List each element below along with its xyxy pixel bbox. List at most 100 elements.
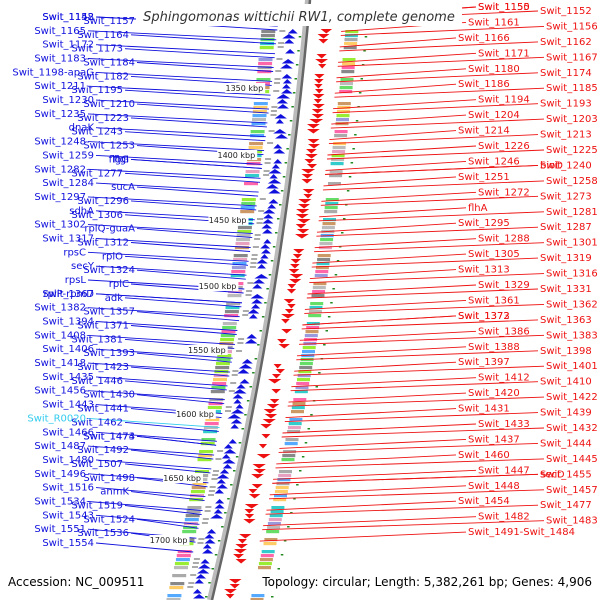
gene-label-rplp-rpmd: rplP-rpmD [43,289,94,300]
leader-line [95,348,233,359]
ring-tick-dot [286,148,289,150]
feature-band [297,378,310,382]
feature-band [315,266,329,270]
gene-label-swit-1456: Swit_1456 [34,386,86,397]
gene-label-swit-1473: Swit_1473 [83,431,135,442]
feature-band [344,34,358,38]
gene-label-swit-1185: Swit_1185 [546,83,598,94]
ring-tick-dot [279,204,282,206]
forward-gene [222,464,233,469]
feature-band [258,210,265,212]
ring-tick-dot [230,484,233,486]
leader-line [130,283,244,294]
feature-band [242,314,249,316]
feature-band [328,182,341,186]
gene-label-swit-1444: Swit_1444 [540,438,592,449]
gene-label-suca: sucA [111,182,135,193]
reverse-gene [301,169,316,174]
gene-label-swit-1388: Swit_1388 [468,342,520,353]
gene-label-swit-1240: Swit_1240 [540,160,592,171]
gene-label-swit-1302: Swit_1302 [34,220,86,231]
leader-line [130,242,251,252]
reverse-gene [295,214,309,219]
leader-line [290,381,539,392]
forward-gene [285,49,295,54]
reverse-gene [233,554,244,559]
feature-band [182,530,197,534]
feature-band [317,258,331,262]
feature-band [287,430,301,434]
gene-label-swit-1226: Swit_1226 [478,141,530,152]
ring-tick-dot [294,78,297,80]
leader-line [304,299,467,310]
gene-label-swit-1313: Swit_1313 [458,265,510,276]
gene-label-swit-1381: Swit_1381 [71,334,123,345]
feature-band [186,510,201,514]
leader-line [284,412,539,423]
gene-label-swit-1198-apag: Swit_1198-apaG [12,67,94,78]
reverse-gene [269,399,280,404]
gene-label-swit-1423: Swit_1423 [77,362,129,373]
forward-gene [275,134,288,139]
feature-band [305,330,319,334]
reverse-gene [298,199,312,204]
left-gene-labels: Swit_1142Swit_1157Swit_1158Swit_1164Swit… [12,12,135,549]
feature-band [319,242,333,246]
feature-band [323,218,336,222]
ring-tick-dot [214,554,218,556]
backbone-ring-shadow [207,0,311,600]
feature-band [205,418,220,422]
reverse-gene [237,539,247,544]
feature-band [266,530,280,534]
leader-line [266,500,457,511]
leader-line [130,158,262,169]
feature-band [344,38,358,42]
gene-label-swit-1182: Swit_1182 [77,71,129,82]
feature-band [329,174,343,178]
feature-band [187,506,202,510]
feature-band [233,254,248,258]
gene-label-swit-1150: Swit_1150 [478,2,530,13]
leader-line [293,365,545,376]
ring-tick-dot [338,246,342,248]
reverse-gene [284,309,294,314]
leader-line [136,518,199,529]
feature-band [237,342,244,344]
reverse-gene [320,29,333,34]
gene-label-swit-1363: Swit_1363 [540,315,592,326]
feature-band [188,582,195,584]
gene-label-swit-1194: Swit_1194 [478,95,530,106]
gene-label-rplc: rplC [109,279,129,290]
accession-backdrop [2,572,162,592]
ring-tick-dot [363,50,366,52]
gene-label-swit-1445: Swit_1445 [546,454,598,465]
gene-label-swit-1296: Swit_1296 [77,196,129,207]
leader-line [87,334,236,345]
ring-tick-dot [252,372,255,374]
feature-band [278,42,285,44]
feature-band [220,334,235,338]
leader-line [259,531,467,542]
forward-gene [256,259,268,264]
forward-gene [252,279,265,284]
leader-line [95,321,238,331]
feature-band [252,110,267,114]
feature-band [234,246,249,250]
ring-tick-dot [298,36,302,38]
leader-line [87,362,231,373]
forward-gene [271,164,280,169]
feature-band [309,306,323,310]
reverse-gene [244,504,259,509]
ring-tick-dot [233,470,236,472]
feature-band [259,198,266,200]
feature-band [174,566,188,570]
feature-band [291,406,305,410]
ring-tick-dot [288,134,291,136]
reverse-gene [295,224,307,229]
forward-gene [219,469,230,474]
ring-tick-dot [257,344,260,346]
ring-tick-dot [277,218,280,220]
ring-tick-dot [334,274,338,276]
feature-band [264,162,271,164]
reverse-gene [244,509,255,514]
